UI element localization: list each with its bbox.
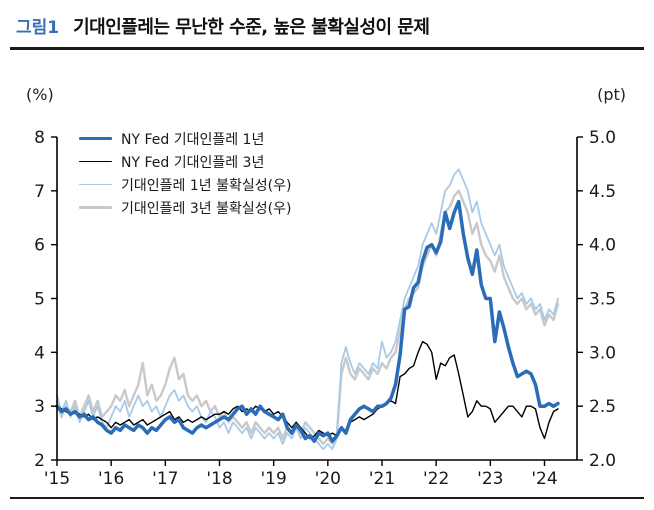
figure-number: 그림1 (16, 18, 60, 38)
x-axis-tick-label: '22 (423, 469, 449, 489)
legend-swatch-expect-3yr (79, 160, 112, 163)
legend-item-expect-3yr: NY Fed 기대인플레 3년 (79, 151, 291, 172)
x-axis-tick-label: '17 (152, 469, 178, 489)
left-axis-unit-label: (%) (26, 85, 54, 104)
left-axis-tick-label: 4 (34, 343, 45, 363)
series-line (55, 199, 560, 443)
left-axis-tick-label: 8 (34, 128, 45, 148)
legend-swatch-expect-1yr (79, 136, 112, 141)
x-axis-tick-label: '18 (206, 469, 232, 489)
right-axis-tick-label: 2.5 (589, 397, 616, 417)
series-line (55, 189, 560, 446)
right-axis-tick-label: 4.0 (589, 236, 616, 256)
left-axis-tick-label: 5 (34, 290, 45, 310)
legend-label: 기대인플레 3년 불확실성(우) (121, 200, 292, 217)
right-axis-unit-label: (pt) (597, 85, 626, 104)
right-axis-tick-label: 5.0 (589, 128, 616, 148)
x-axis-tick-label: '24 (531, 469, 557, 489)
legend-swatch-uncert-1yr (79, 183, 112, 186)
left-axis-tick-label: 2 (34, 451, 45, 471)
legend-item-expect-1yr: NY Fed 기대인플레 1년 (79, 128, 291, 149)
left-axis-tick-label: 3 (34, 397, 45, 417)
legend-swatch-uncert-3yr (79, 206, 112, 209)
x-axis-tick-label: '19 (261, 469, 287, 489)
x-axis-tick-label: '20 (315, 469, 341, 489)
right-axis-tick-label: 3.5 (589, 290, 616, 310)
bottom-divider (10, 497, 644, 499)
series-line (56, 168, 559, 451)
legend-label: NY Fed 기대인플레 3년 (121, 154, 265, 171)
x-axis-tick-label: '15 (44, 469, 70, 489)
right-axis-tick-label: 4.5 (589, 182, 616, 202)
legend-item-uncert-3yr: 기대인플레 3년 불확실성(우) (79, 197, 291, 218)
right-axis-tick-label: 3.0 (589, 343, 616, 363)
chart-title: 기대인플레는 무난한 수준, 높은 불확실성이 문제 (73, 17, 430, 38)
left-axis-tick-label: 6 (34, 236, 45, 256)
left-axis-tick-label: 7 (34, 182, 45, 202)
legend-item-uncert-1yr: 기대인플레 1년 불확실성(우) (79, 174, 291, 195)
chart-header: 그림1 기대인플레는 무난한 수준, 높은 불확실성이 문제 (16, 13, 430, 39)
x-axis-tick-label: '21 (369, 469, 395, 489)
chart-legend: NY Fed 기대인플레 1년 NY Fed 기대인플레 3년 기대인플레 1년… (79, 128, 291, 218)
header-divider (10, 47, 644, 50)
x-axis-tick-label: '23 (477, 469, 503, 489)
right-axis-tick-label: 2.0 (589, 451, 616, 471)
x-axis-tick-label: '16 (98, 469, 124, 489)
legend-label: NY Fed 기대인플레 1년 (121, 131, 265, 148)
legend-label: 기대인플레 1년 불확실성(우) (121, 177, 292, 194)
